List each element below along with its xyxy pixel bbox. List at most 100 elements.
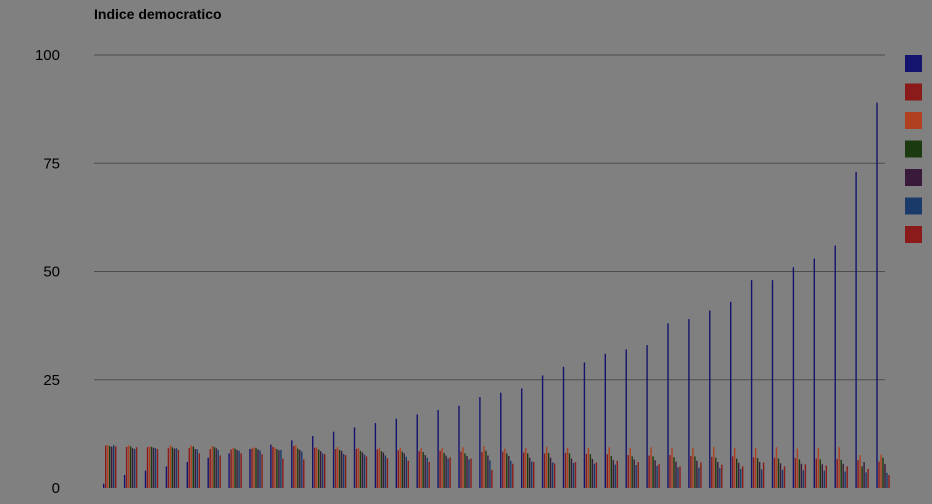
bar [667, 323, 669, 488]
bar [629, 448, 631, 488]
bar [399, 447, 401, 488]
bar [274, 447, 276, 488]
bar [834, 245, 836, 488]
bar [673, 457, 675, 488]
bar [857, 460, 859, 488]
bar [103, 483, 105, 488]
bar [190, 445, 192, 488]
bar [754, 447, 757, 488]
bar [562, 366, 565, 488]
bar [625, 349, 627, 488]
bar [734, 447, 736, 488]
bar [188, 448, 190, 488]
bar [115, 446, 117, 488]
y-tick-label: 25 [43, 372, 60, 389]
bar [859, 455, 861, 488]
bar [541, 375, 544, 488]
bar [470, 458, 472, 488]
bar [646, 345, 648, 488]
bar [382, 452, 385, 488]
gridlines [94, 54, 885, 381]
bar [458, 405, 460, 488]
bar [109, 446, 111, 488]
bar [781, 469, 784, 488]
bar [386, 458, 389, 488]
bar [316, 447, 318, 488]
bar [675, 461, 677, 488]
bar [424, 455, 426, 488]
bar [357, 447, 360, 488]
bar [713, 446, 715, 488]
bar [207, 457, 209, 488]
bar [416, 414, 418, 488]
bar [730, 301, 732, 488]
bar [570, 458, 573, 488]
bar [359, 450, 362, 488]
bar [236, 449, 238, 488]
bar [487, 455, 489, 488]
bar [291, 440, 293, 488]
bar [418, 451, 420, 488]
bar [173, 448, 176, 488]
bar [407, 460, 409, 488]
bar [322, 453, 324, 488]
bar [344, 455, 347, 488]
bar [631, 456, 633, 488]
bar [698, 467, 700, 488]
bar [462, 447, 464, 488]
bar [447, 458, 449, 488]
bar [278, 450, 280, 488]
y-tick-label: 75 [43, 155, 60, 172]
bar [123, 475, 126, 488]
bar [508, 455, 510, 488]
bar [844, 471, 846, 488]
bar [591, 458, 594, 488]
bar [566, 447, 569, 488]
bar [374, 423, 377, 488]
bar [690, 455, 692, 488]
bar [449, 457, 451, 488]
bar [217, 449, 219, 488]
bar [255, 448, 257, 488]
bar [332, 431, 335, 488]
bar [880, 454, 882, 488]
bar [276, 449, 278, 488]
bar [771, 280, 774, 488]
bar [397, 450, 399, 488]
bar [314, 447, 316, 488]
bar [865, 472, 867, 488]
bar [280, 449, 282, 488]
bar [606, 454, 608, 488]
bar [738, 462, 740, 488]
bar [750, 280, 753, 488]
bar [696, 460, 698, 488]
bar [282, 458, 284, 488]
bar [240, 453, 242, 488]
bar [257, 449, 259, 488]
bar [654, 460, 656, 488]
bar [146, 447, 149, 488]
legend-swatch [905, 197, 922, 215]
bar [842, 463, 844, 488]
bar [798, 459, 801, 488]
legend-swatch [905, 55, 922, 72]
bar [312, 436, 314, 488]
bar [523, 452, 525, 488]
bar [303, 459, 305, 488]
legend-swatch [905, 140, 922, 158]
bar [504, 448, 506, 488]
bar [671, 448, 673, 488]
bar [156, 449, 159, 488]
bar [783, 466, 786, 488]
bar [817, 448, 819, 488]
bar [802, 470, 805, 488]
bar [669, 455, 671, 488]
bar [437, 410, 439, 488]
bar [658, 464, 660, 488]
bar [194, 449, 196, 488]
bar [485, 450, 487, 488]
bar [867, 468, 869, 488]
bar [154, 448, 157, 488]
bar [481, 452, 483, 488]
bar [821, 464, 823, 488]
